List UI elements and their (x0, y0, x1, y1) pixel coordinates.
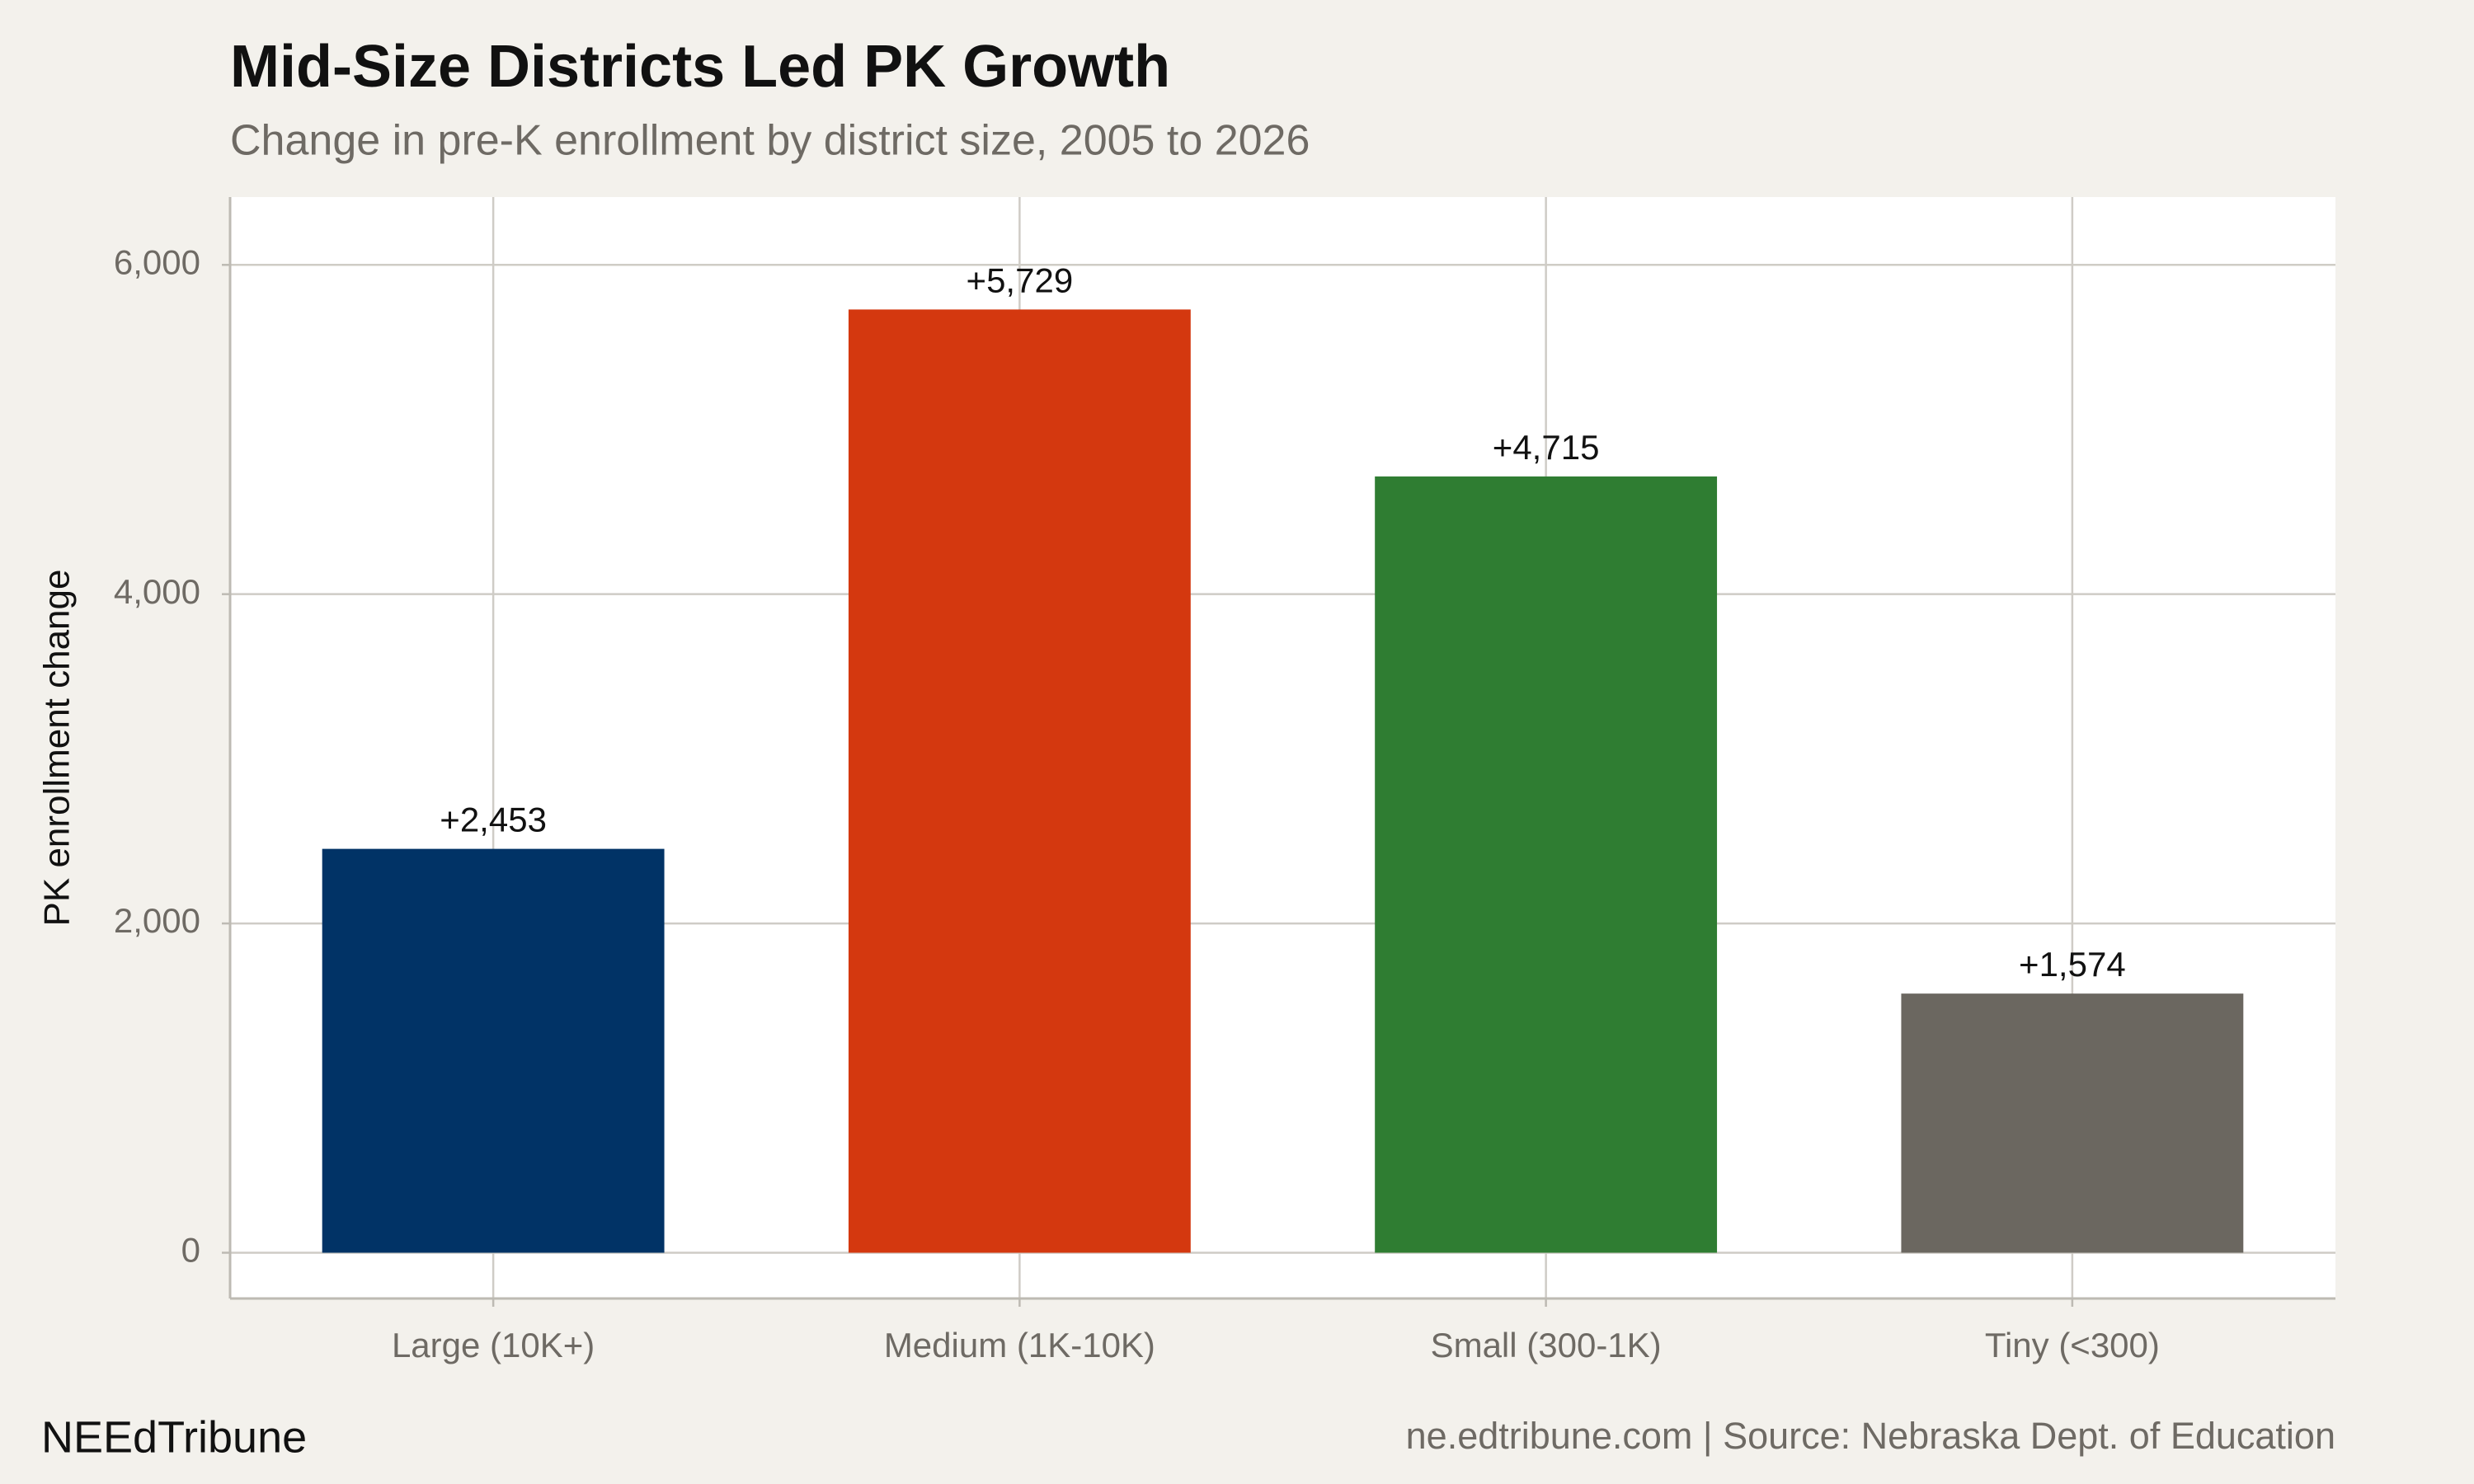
y-tick-label: 2,000 (114, 901, 200, 940)
value-label: +5,729 (967, 261, 1074, 299)
y-tick-label: 4,000 (114, 572, 200, 611)
value-label: +1,574 (2019, 945, 2126, 984)
caption: ne.edtribune.com | Source: Nebraska Dept… (1406, 1415, 2335, 1457)
bar (848, 309, 1191, 1253)
value-label: +2,453 (440, 801, 547, 839)
brand: NEEdTribune (41, 1412, 307, 1462)
bar (1375, 476, 1718, 1253)
bar (1901, 993, 2244, 1253)
x-tick-label: Tiny (<300) (1985, 1326, 2160, 1364)
y-tick-label: 0 (181, 1231, 200, 1270)
x-tick-label: Medium (1K-10K) (884, 1326, 1155, 1364)
chart-subtitle: Change in pre-K enrollment by district s… (230, 117, 1310, 165)
bar (322, 848, 665, 1253)
y-tick-label: 6,000 (114, 242, 200, 281)
x-tick-label: Large (10K+) (392, 1326, 595, 1364)
x-tick-label: Small (300-1K) (1431, 1326, 1662, 1364)
chart-title: Mid-Size Districts Led PK Growth (230, 34, 1170, 100)
y-axis-label: PK enrollment change (37, 570, 78, 927)
value-label: +4,715 (1493, 428, 1600, 467)
